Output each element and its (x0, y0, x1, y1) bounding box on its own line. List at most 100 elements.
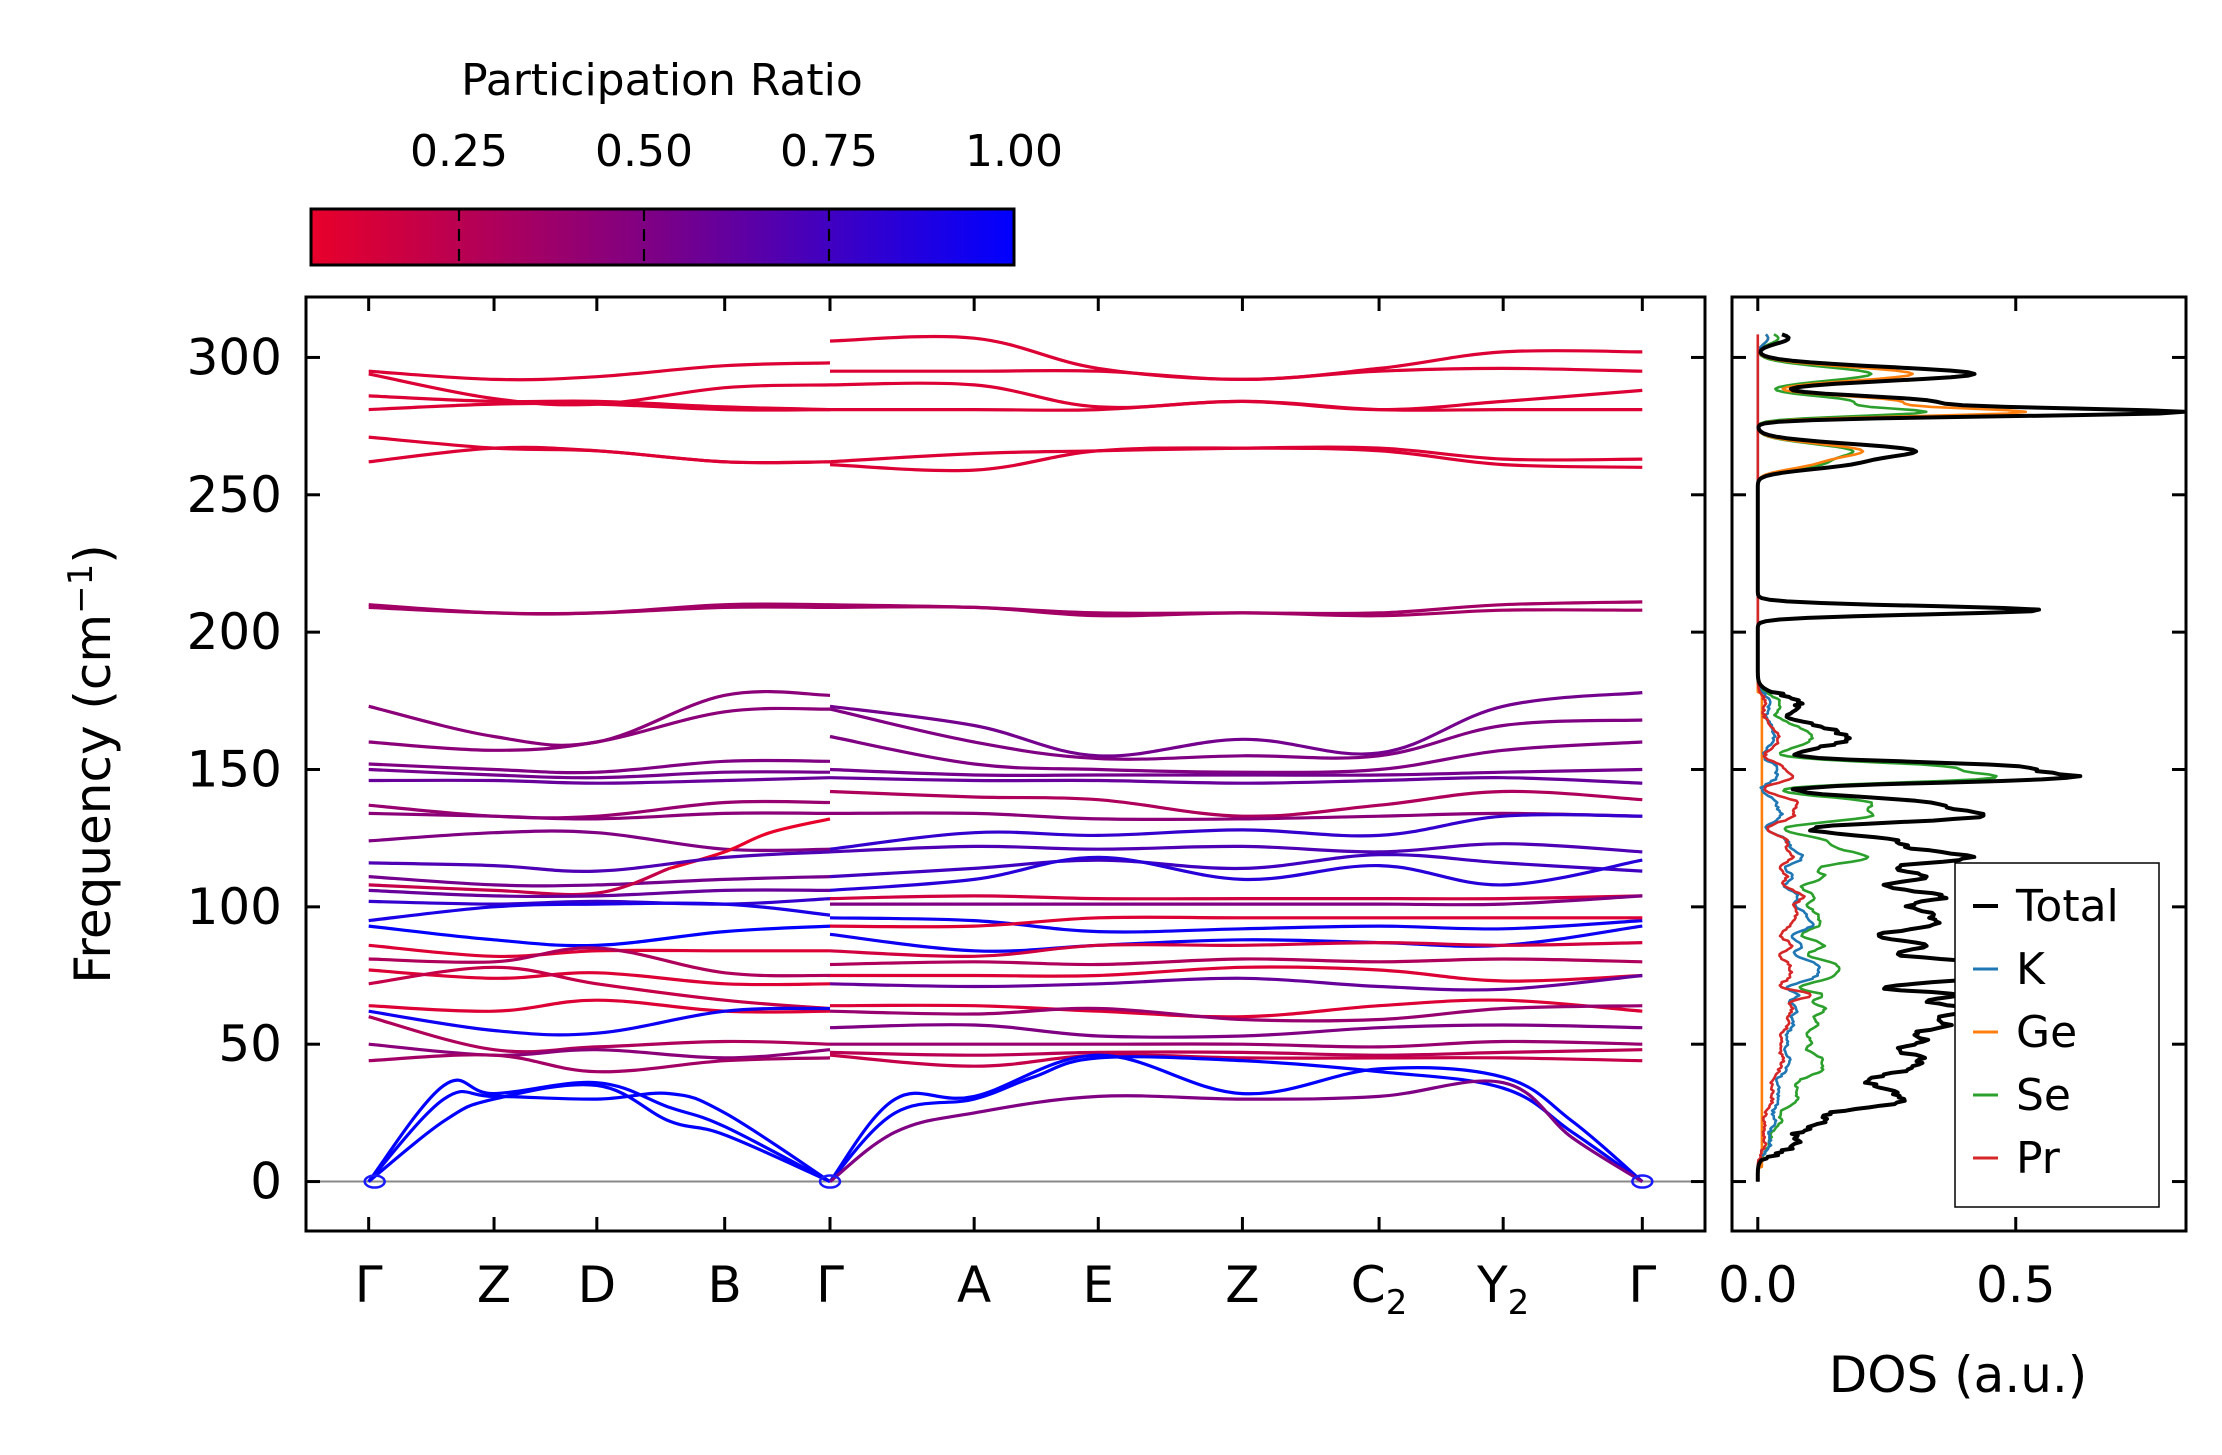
dos-x-tick-label: 0.5 (1976, 1256, 2056, 1314)
x-tick-label-main: Y (1476, 1256, 1508, 1314)
gamma-point-marker (818, 1174, 842, 1189)
band-line-s1-7 (368, 605, 831, 616)
band-line-s1-28 (368, 998, 831, 1014)
phonon-bands (363, 334, 1654, 1189)
band-line-s2-27 (829, 973, 1643, 992)
band-line-s1-25 (368, 946, 831, 978)
legend-label-pr: Pr (2016, 1133, 2061, 1184)
band-line-s1-33 (367, 1078, 831, 1184)
band-line-s1-9 (368, 706, 831, 752)
band-line-s2-22 (829, 915, 1643, 929)
band-line-s2-34 (828, 1053, 1644, 1183)
band-line-s2-21 (829, 916, 1643, 934)
x-tick-label: Γ (1628, 1256, 1656, 1314)
legend-frame (1954, 862, 2160, 1208)
band-line-s2-16 (829, 842, 1643, 854)
band-line-s2-19 (829, 894, 1643, 901)
band-line-s1-8 (368, 689, 831, 747)
dos-panel-frame (1730, 295, 2188, 1233)
x-tick-label: Z (1225, 1256, 1259, 1314)
band-panel-frame (304, 295, 1707, 1233)
x-tick-label: Y2 (1476, 1256, 1529, 1323)
x-tick-label-main: Z (477, 1256, 511, 1314)
band-line-s2-2 (829, 381, 1643, 412)
x-tick-label: B (708, 1256, 742, 1314)
y-tick-label: 150 (187, 740, 282, 798)
colorbar-ticks (457, 209, 831, 265)
legend-label-ge: Ge (2016, 1007, 2077, 1058)
band-line-s2-24 (829, 941, 1643, 959)
band-line-s2-33 (829, 1053, 1643, 1068)
x-tick-label: Γ (355, 1256, 383, 1314)
band-x-axis: Γ Z D B Γ A E Z C2 Y2 Γ (355, 297, 1656, 1323)
colorbar-label: Participation Ratio (461, 55, 863, 106)
band-line-s2-8 (829, 691, 1643, 758)
band-line-s1-3 (368, 401, 831, 412)
ylabel-close: ) (64, 544, 122, 564)
band-line-s1-10 (368, 758, 831, 775)
x-tick-label-main: Γ (1628, 1256, 1656, 1314)
legend-items: Total K Ge Se Pr (1973, 881, 2119, 1184)
band-line-s2-29 (829, 1004, 1643, 1023)
x-tick-label-sub: 2 (1386, 1283, 1408, 1323)
band-line-s2-26 (830, 965, 1643, 983)
band-line-s2-18 (829, 855, 1643, 892)
band-line-s2-10 (829, 734, 1643, 774)
band-line-s1-13 (368, 799, 831, 820)
y-tick-label: 0 (250, 1153, 282, 1211)
dos-axes: 0.0 0.5 (1718, 297, 2186, 1314)
band-line-s1-5 (368, 445, 831, 465)
dos-x-tick-label: 0.0 (1718, 1256, 1798, 1314)
gamma-point-marker (1631, 1174, 1654, 1189)
colorbar-tick-label: 0.50 (595, 126, 693, 177)
band-line-s2-28 (829, 998, 1643, 1019)
band-line-s1-31 (368, 1042, 831, 1060)
colorbar-gradient (309, 207, 1016, 267)
band-line-s1-32 (368, 1053, 831, 1074)
band-line-s1-14 (368, 811, 831, 821)
band-line-s1-0 (368, 361, 831, 382)
band-line-s1-30 (368, 1015, 831, 1054)
colorbar-tick-label: 1.00 (965, 126, 1063, 177)
band-line-s1-27 (368, 965, 831, 1011)
band-line-s2-0 (829, 334, 1643, 381)
band-line-s1-26 (368, 968, 831, 987)
band-line-s2-13 (829, 789, 1643, 818)
band-line-s1-21 (368, 897, 831, 906)
y-tick-label: 100 (187, 878, 282, 936)
ylabel-base: Frequency (cm (64, 614, 122, 984)
x-tick-label-main: A (957, 1256, 991, 1314)
x-tick-label: C2 (1351, 1256, 1408, 1323)
dos-panel: 0.0 0.5 DOS (a.u.) Total K Ge Se Pr (1718, 295, 2188, 1404)
band-line-s1-24 (368, 943, 830, 959)
band-line-s1-34 (367, 1090, 831, 1183)
band-line-s2-11 (829, 767, 1643, 778)
band-line-s2-7 (829, 605, 1643, 618)
band-line-s1-17 (368, 850, 831, 873)
x-tick-label-main: E (1082, 1256, 1114, 1314)
band-line-s2-3 (830, 399, 1643, 412)
band-line-s1-12 (368, 776, 831, 785)
x-tick-label: A (957, 1256, 991, 1314)
y-tick-label: 250 (187, 466, 282, 524)
band-line-s2-35 (828, 1055, 1644, 1183)
x-tick-label-main: B (708, 1256, 742, 1314)
band-line-s1-11 (368, 767, 831, 780)
x-tick-label-sub: 2 (1508, 1283, 1530, 1323)
x-tick-label: D (578, 1256, 617, 1314)
band-line-s2-30 (829, 1023, 1643, 1039)
band-line-s2-31 (830, 1039, 1643, 1049)
x-tick-label: Z (477, 1256, 511, 1314)
y-tick-label: 50 (218, 1015, 282, 1073)
x-tick-label: E (1082, 1256, 1114, 1314)
band-line-s2-9 (829, 707, 1643, 761)
band-line-s1-19 (368, 866, 671, 897)
gamma-point-marker (363, 1174, 386, 1189)
x-tick-label-main: D (578, 1256, 617, 1314)
dos-curve-pr (1756, 334, 1812, 1182)
band-line-s2-17 (829, 852, 1643, 879)
dos-legend: Total K Ge Se Pr (1954, 862, 2160, 1208)
band-line-s1-35 (367, 1083, 831, 1184)
colorbar: Participation Ratio 0.25 0.50 0.75 1.00 (309, 55, 1063, 267)
